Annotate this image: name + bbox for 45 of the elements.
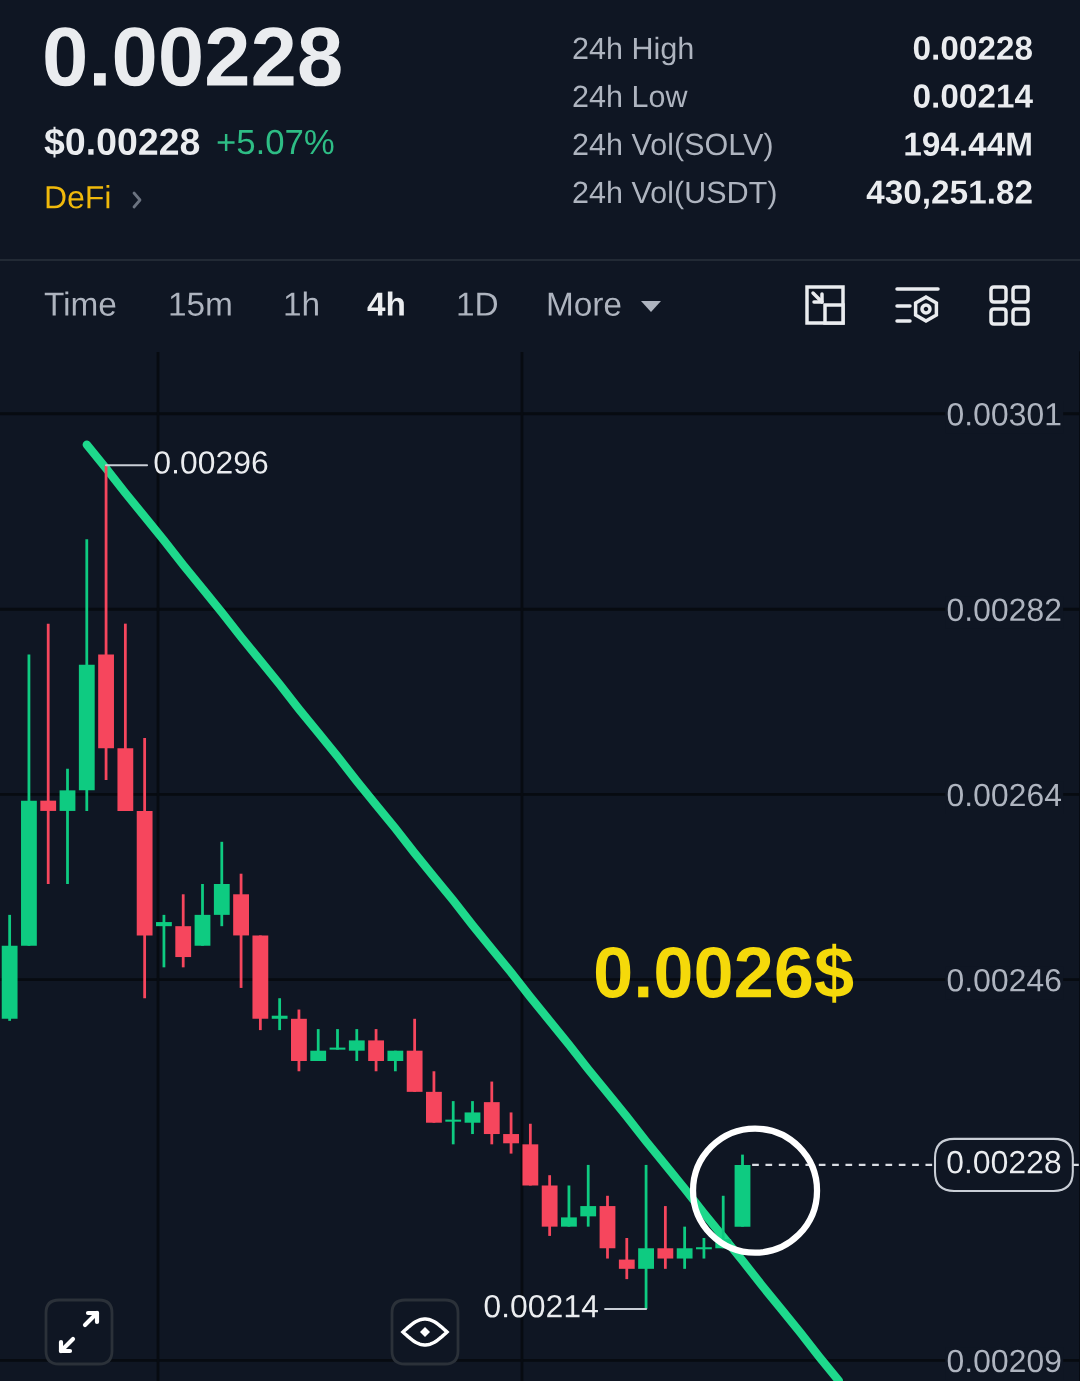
candlestick bbox=[638, 1163, 654, 1311]
candlestick bbox=[59, 767, 76, 886]
text: 1h bbox=[285, 291, 318, 316]
y-tick-label: 0.00282 bbox=[947, 598, 1061, 622]
text: DeFi bbox=[46, 185, 110, 209]
text: 24h High bbox=[573, 36, 693, 66]
text: $0.00228 bbox=[44, 126, 200, 158]
text: 0.00228 bbox=[45, 27, 341, 87]
candlestick bbox=[561, 1184, 577, 1229]
text: 4h bbox=[367, 291, 404, 316]
candlestick bbox=[348, 1027, 365, 1063]
y-tick-label: 0.00264 bbox=[947, 783, 1062, 807]
text: More bbox=[548, 292, 621, 316]
y-tick-label: 0.00246 bbox=[947, 968, 1061, 992]
candlestick bbox=[329, 1027, 346, 1052]
candlestick bbox=[503, 1111, 519, 1155]
text: 24h Vol(USDT) bbox=[573, 180, 776, 210]
candlestick bbox=[580, 1163, 597, 1229]
text: Time bbox=[44, 291, 116, 316]
candlestick bbox=[696, 1236, 712, 1260]
text: 430,251.82 bbox=[866, 180, 1032, 209]
candlestick bbox=[464, 1099, 481, 1136]
candlestick bbox=[40, 622, 57, 886]
text: 1D bbox=[458, 292, 498, 316]
candlestick bbox=[676, 1225, 693, 1271]
text: +5.07% bbox=[217, 129, 334, 155]
annotation: 0.00296 bbox=[154, 451, 268, 474]
candlestick bbox=[657, 1204, 674, 1271]
candlestick bbox=[445, 1099, 462, 1146]
ref-line-label: 0.00228 bbox=[947, 1150, 1061, 1174]
candlestick bbox=[368, 1027, 384, 1073]
text: 24h Low bbox=[573, 84, 688, 108]
candlestick bbox=[310, 1027, 327, 1063]
candlestick bbox=[156, 913, 172, 969]
y-tick-label: 0.00209 bbox=[947, 1349, 1061, 1373]
annotation: 0.00214 bbox=[484, 1294, 598, 1318]
candlestick bbox=[271, 996, 288, 1032]
candlestick bbox=[618, 1236, 635, 1281]
y-tick-label: 0.00301 bbox=[947, 403, 1061, 426]
annotation: 0.0026$ bbox=[595, 943, 854, 1003]
text: 0.00214 bbox=[913, 84, 1033, 108]
text: 0.00228 bbox=[913, 36, 1032, 60]
text: 194.44M bbox=[905, 132, 1031, 156]
text: 24h Vol(SOLV) bbox=[573, 132, 772, 162]
text: 15m bbox=[170, 292, 231, 316]
